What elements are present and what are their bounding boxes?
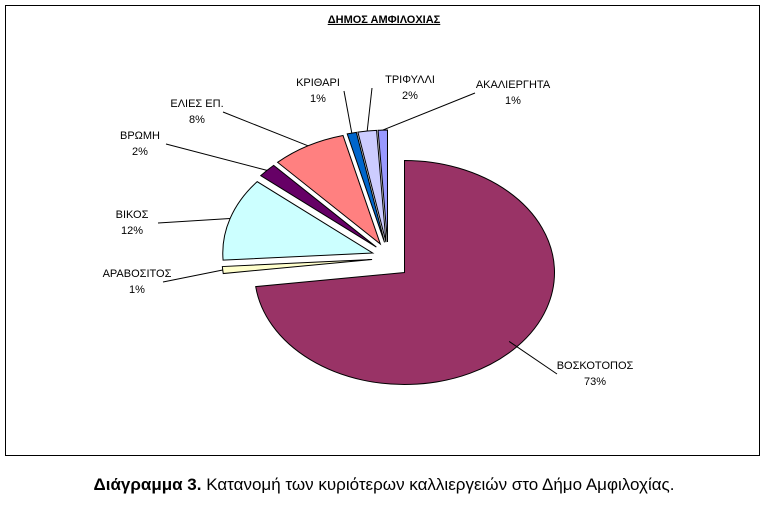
slice-label: ΑΡΑΒΟΣΙΤΟΣ [103, 268, 172, 280]
leader-line [165, 143, 268, 171]
chart-frame [5, 5, 760, 456]
caption-label: Διάγραμμα 3. [94, 475, 202, 494]
slice-value-label: 8% [189, 114, 205, 126]
slice-value-label: 2% [402, 90, 418, 102]
chart-title: ΔΗΜΟΣ ΑΜΦΙΛΟΧΙΑΣ [328, 14, 441, 26]
leader-line [508, 341, 558, 375]
slice-value-label: 1% [129, 284, 145, 296]
leader-line [222, 111, 309, 147]
leader-line [157, 217, 231, 224]
slice-label: ΚΡΙΘΑΡΙ [296, 77, 340, 89]
slice-value-label: 2% [132, 146, 148, 158]
leader-line [366, 87, 373, 132]
leader-line [162, 269, 223, 283]
pie-slice [377, 129, 388, 243]
leader-line [382, 92, 476, 131]
slice-label: ΑΚΑΛΙΕΡΓΗΤΑ [476, 79, 551, 91]
pie-slice [221, 259, 373, 275]
pie-slice [259, 164, 377, 248]
slice-value-label: 1% [505, 95, 521, 107]
leader-line [343, 90, 353, 134]
slice-label: ΤΡΙΦΥΛΛΙ [385, 74, 435, 86]
slice-value-label: 73% [584, 376, 606, 388]
slice-label: ΒΟΣΚΟΤΟΠΟΣ [557, 360, 634, 372]
caption: Διάγραμμα 3. Κατανομή των κυριότερων καλ… [94, 475, 675, 494]
slice-label: ΒΙΚΟΣ [116, 209, 149, 221]
slice-label: ΕΛΙΕΣ ΕΠ. [170, 98, 223, 110]
slice-value-label: 1% [310, 93, 326, 105]
slice-label: ΒΡΩΜΗ [120, 130, 160, 142]
slice-value-label: 12% [121, 225, 143, 237]
caption-text: Κατανομή των κυριότερων καλλιεργειών στο… [206, 475, 674, 494]
